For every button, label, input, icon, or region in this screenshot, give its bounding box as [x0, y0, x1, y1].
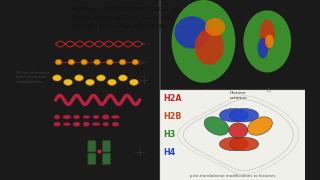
Ellipse shape: [132, 59, 139, 65]
Ellipse shape: [248, 117, 272, 135]
Text: Histone modifications occur at
the N-terminal end ==> may
explain how DNA can re: Histone modifications occur at the N-ter…: [72, 6, 179, 29]
Ellipse shape: [174, 16, 209, 49]
Text: Histone
octamer: Histone octamer: [229, 91, 247, 100]
Text: H3: H3: [163, 130, 175, 139]
Ellipse shape: [86, 79, 94, 85]
Ellipse shape: [83, 115, 90, 119]
Ellipse shape: [102, 115, 109, 119]
Text: 30 nm chromatin
fiber of packed
nucleosomes: 30 nm chromatin fiber of packed nucleoso…: [17, 71, 50, 84]
Ellipse shape: [260, 20, 275, 50]
Ellipse shape: [172, 0, 236, 83]
Ellipse shape: [54, 122, 60, 126]
Ellipse shape: [265, 35, 274, 48]
Bar: [160, 90, 305, 180]
Text: H2A: H2A: [163, 94, 181, 103]
Ellipse shape: [73, 122, 80, 126]
FancyBboxPatch shape: [88, 153, 96, 165]
FancyBboxPatch shape: [102, 141, 110, 152]
Text: post-translational modifications to histones: post-translational modifications to hist…: [190, 174, 275, 178]
Ellipse shape: [220, 108, 248, 122]
Ellipse shape: [229, 108, 259, 122]
Ellipse shape: [103, 122, 109, 126]
Ellipse shape: [94, 59, 100, 65]
FancyBboxPatch shape: [88, 141, 96, 152]
Ellipse shape: [119, 59, 126, 65]
Ellipse shape: [205, 18, 225, 36]
Text: H2B: H2B: [163, 112, 181, 121]
Text: H4: H4: [163, 148, 175, 157]
Ellipse shape: [220, 137, 248, 151]
Ellipse shape: [63, 115, 71, 119]
Ellipse shape: [229, 123, 248, 138]
Ellipse shape: [108, 79, 116, 85]
Ellipse shape: [92, 123, 100, 126]
Text: ~: ~: [202, 87, 208, 93]
Ellipse shape: [243, 10, 291, 73]
Ellipse shape: [195, 29, 224, 65]
Ellipse shape: [63, 123, 70, 126]
Ellipse shape: [93, 115, 99, 119]
Ellipse shape: [97, 75, 105, 81]
Ellipse shape: [112, 122, 119, 126]
Ellipse shape: [81, 59, 87, 65]
Ellipse shape: [83, 122, 89, 127]
FancyBboxPatch shape: [102, 153, 110, 165]
Ellipse shape: [53, 75, 61, 81]
Ellipse shape: [258, 38, 268, 58]
Ellipse shape: [130, 79, 138, 85]
Ellipse shape: [55, 59, 62, 65]
Ellipse shape: [74, 115, 80, 119]
Ellipse shape: [68, 59, 75, 65]
Ellipse shape: [229, 137, 259, 151]
Ellipse shape: [204, 117, 229, 135]
Text: /\: /\: [267, 87, 271, 92]
Ellipse shape: [75, 75, 84, 81]
Ellipse shape: [112, 115, 119, 119]
Ellipse shape: [54, 115, 60, 119]
Ellipse shape: [119, 75, 127, 81]
Ellipse shape: [107, 59, 113, 65]
Ellipse shape: [64, 79, 72, 85]
